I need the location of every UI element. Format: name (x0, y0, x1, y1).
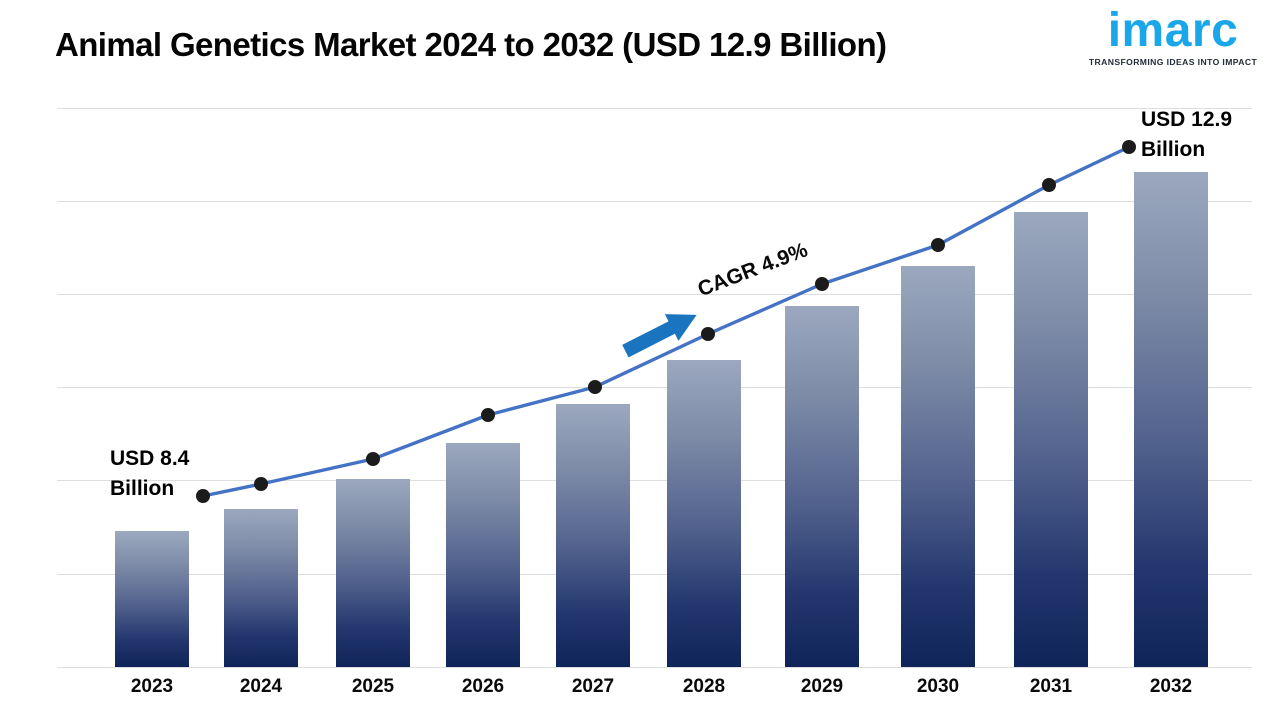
x-axis-label-2027: 2027 (571, 676, 615, 697)
bar-2027 (556, 404, 630, 667)
x-axis-label-2024: 2024 (239, 676, 283, 697)
data-point-marker-2032 (1122, 140, 1136, 154)
x-axis-label-2029: 2029 (800, 676, 844, 697)
gridline (57, 108, 1252, 109)
gridline (57, 667, 1252, 668)
end-value-line2: Billion (1141, 138, 1206, 161)
start-value-line1: USD 8.4 (110, 447, 190, 470)
bar-2025 (336, 479, 410, 667)
bar-2029 (785, 306, 859, 667)
growth-arrow-icon (622, 314, 697, 358)
x-axis-label-2023: 2023 (130, 676, 174, 697)
imarc-logo: imarc TRANSFORMING IDEAS INTO IMPACT (1088, 4, 1258, 67)
bar-2023 (115, 531, 189, 667)
bar-2031 (1014, 212, 1088, 667)
data-point-marker-2025 (366, 452, 380, 466)
imarc-logo-tagline: TRANSFORMING IDEAS INTO IMPACT (1088, 56, 1258, 67)
trend-line (202, 145, 1130, 498)
gridline (57, 574, 1252, 575)
data-point-marker-2029 (815, 277, 829, 291)
x-axis-label-2028: 2028 (682, 676, 726, 697)
bar-2030 (901, 266, 975, 667)
bar-2028 (667, 360, 741, 667)
bar-2032 (1134, 172, 1208, 667)
x-axis-label-2031: 2031 (1029, 676, 1073, 697)
cagr-annotation: CAGR 4.9% (694, 238, 811, 302)
x-axis-label-2032: 2032 (1149, 676, 1193, 697)
data-point-marker-2028 (701, 327, 715, 341)
data-point-marker-2026 (481, 408, 495, 422)
x-axis-label-2025: 2025 (351, 676, 395, 697)
end-value-label: USD 12.9 Billion (1141, 105, 1232, 165)
data-point-marker-2030 (931, 238, 945, 252)
bar-2024 (224, 509, 298, 667)
end-value-line1: USD 12.9 (1141, 108, 1233, 131)
start-value-label: USD 8.4 Billion (110, 444, 189, 504)
chart-title: Animal Genetics Market 2024 to 2032 (USD… (55, 26, 887, 63)
data-point-marker-2023 (196, 489, 210, 503)
start-value-line2: Billion (110, 477, 175, 500)
data-point-marker-2031 (1042, 178, 1056, 192)
x-axis-label-2030: 2030 (916, 676, 960, 697)
bar-2026 (446, 443, 520, 667)
imarc-logo-text: imarc (1107, 4, 1239, 57)
gridline (57, 201, 1252, 202)
x-axis-label-2026: 2026 (461, 676, 505, 697)
